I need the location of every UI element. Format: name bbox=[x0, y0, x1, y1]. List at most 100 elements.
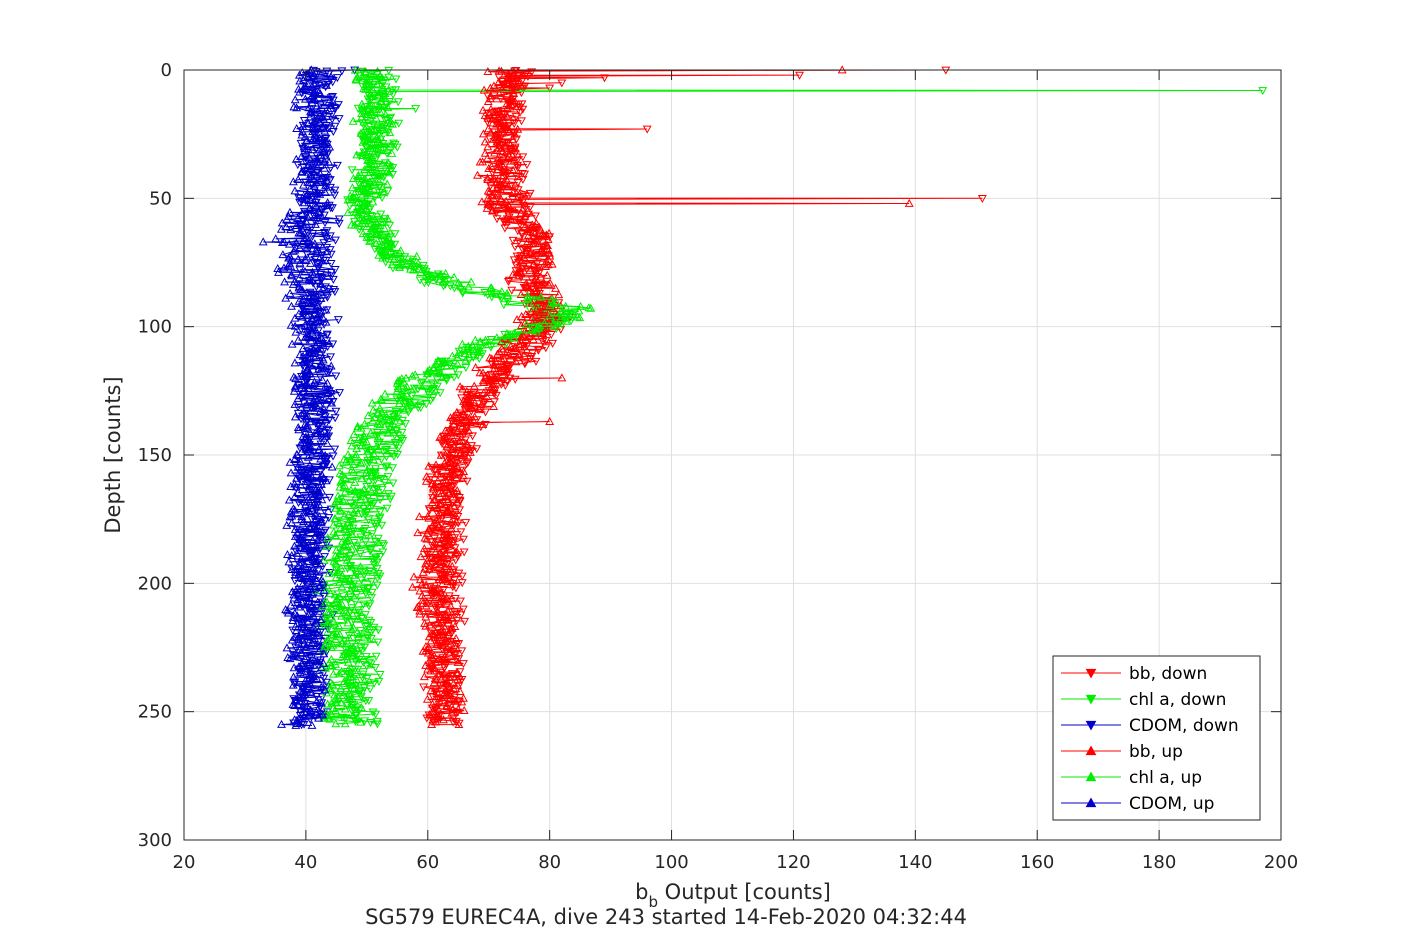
data-point bbox=[557, 373, 567, 382]
data-point bbox=[457, 697, 467, 706]
data-point bbox=[438, 276, 448, 285]
data-point bbox=[511, 357, 521, 366]
data-point bbox=[521, 245, 531, 254]
data-point bbox=[298, 180, 308, 189]
data-point bbox=[319, 163, 329, 172]
data-point bbox=[347, 195, 357, 204]
data-point bbox=[380, 415, 389, 424]
data-point bbox=[385, 118, 395, 127]
data-point bbox=[470, 398, 480, 407]
data-point bbox=[343, 657, 353, 666]
data-point bbox=[324, 432, 334, 441]
data-point bbox=[510, 97, 520, 106]
data-point bbox=[372, 565, 382, 574]
data-point bbox=[292, 548, 302, 557]
data-point bbox=[316, 518, 326, 527]
data-point bbox=[364, 616, 374, 625]
data-point bbox=[305, 653, 315, 662]
data-point bbox=[421, 476, 431, 485]
data-point bbox=[495, 160, 505, 169]
data-point bbox=[435, 537, 445, 547]
data-point bbox=[343, 208, 353, 217]
data-point bbox=[313, 263, 323, 272]
data-point bbox=[340, 719, 350, 728]
data-point bbox=[326, 660, 336, 669]
data-point bbox=[361, 77, 371, 86]
data-point bbox=[387, 260, 397, 269]
data-point bbox=[288, 699, 298, 708]
data-point bbox=[377, 73, 387, 82]
data-point bbox=[308, 126, 318, 135]
data-point bbox=[527, 325, 537, 334]
data-point bbox=[416, 268, 426, 277]
data-point bbox=[356, 703, 366, 712]
data-point bbox=[344, 510, 354, 519]
data-point bbox=[369, 149, 378, 158]
data-point bbox=[490, 372, 500, 381]
data-point bbox=[516, 336, 526, 345]
data-point bbox=[478, 157, 488, 166]
data-point bbox=[448, 613, 458, 622]
data-point bbox=[438, 357, 448, 366]
data-point bbox=[293, 161, 303, 170]
data-point bbox=[575, 313, 585, 322]
data-point bbox=[352, 570, 362, 579]
data-point bbox=[419, 683, 429, 692]
data-point bbox=[456, 597, 465, 606]
data-point bbox=[343, 618, 353, 627]
data-point bbox=[326, 71, 336, 80]
data-point bbox=[447, 623, 457, 632]
data-point bbox=[519, 252, 529, 261]
data-point bbox=[486, 128, 496, 137]
data-point bbox=[497, 359, 507, 368]
data-point bbox=[457, 339, 467, 348]
data-point bbox=[499, 354, 509, 363]
data-point bbox=[310, 94, 320, 103]
data-point bbox=[449, 683, 459, 692]
data-point bbox=[437, 680, 447, 689]
data-point bbox=[350, 220, 360, 229]
data-point bbox=[502, 111, 512, 120]
data-point bbox=[288, 612, 298, 621]
data-point bbox=[425, 365, 434, 374]
data-point bbox=[297, 208, 307, 217]
data-point bbox=[462, 460, 472, 469]
data-point bbox=[527, 298, 537, 307]
data-point bbox=[371, 165, 381, 174]
data-point bbox=[356, 128, 366, 137]
data-point bbox=[361, 623, 370, 632]
data-point bbox=[464, 403, 474, 412]
data-point bbox=[453, 371, 463, 380]
data-point bbox=[299, 304, 309, 313]
data-point bbox=[311, 302, 321, 311]
data-point bbox=[361, 589, 371, 598]
x-tick-label: 80 bbox=[538, 852, 561, 873]
data-point bbox=[455, 686, 465, 695]
data-point bbox=[369, 455, 378, 464]
data-point bbox=[449, 419, 459, 428]
data-point bbox=[501, 217, 511, 226]
data-point bbox=[304, 170, 314, 179]
data-point bbox=[334, 669, 344, 678]
data-point bbox=[427, 719, 437, 729]
data-point bbox=[357, 576, 366, 585]
data-point bbox=[433, 503, 443, 512]
data-point bbox=[358, 150, 368, 159]
data-point bbox=[306, 196, 316, 205]
data-point bbox=[487, 177, 496, 186]
data-point bbox=[295, 243, 305, 252]
data-point bbox=[316, 662, 326, 671]
data-point bbox=[421, 580, 431, 589]
data-point bbox=[335, 505, 345, 514]
data-point bbox=[342, 555, 352, 564]
data-point bbox=[326, 100, 336, 109]
data-point bbox=[393, 98, 403, 107]
data-point bbox=[433, 607, 443, 616]
data-point bbox=[327, 110, 337, 119]
data-point bbox=[335, 389, 345, 398]
legend-marker bbox=[1085, 745, 1097, 756]
data-point bbox=[384, 66, 394, 75]
data-point bbox=[500, 381, 510, 390]
data-point bbox=[308, 314, 318, 323]
data-point bbox=[365, 658, 375, 667]
